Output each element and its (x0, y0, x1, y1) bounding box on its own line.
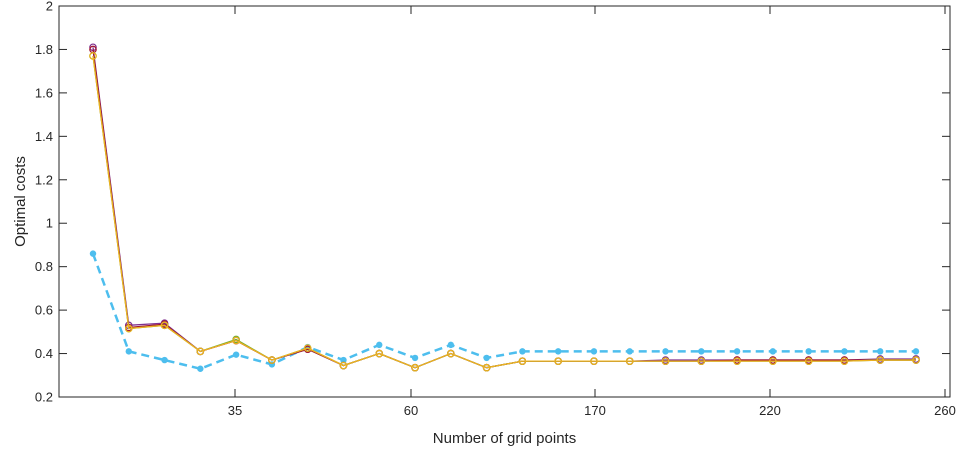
y-tick-label: 0.8 (35, 259, 53, 274)
data-point (232, 336, 240, 345)
data-point (303, 344, 312, 352)
data-point (876, 356, 885, 364)
x-tick-label: 260 (934, 403, 956, 418)
y-axis: 0.2 0.4 0.6 0.8 1 1.2 1.4 1.6 1.8 2 (35, 0, 950, 405)
x-tick-label: 35 (228, 403, 242, 418)
data-point (160, 321, 169, 330)
series-4 (89, 52, 920, 372)
data-point (339, 361, 348, 370)
data-point (625, 357, 634, 365)
x-axis-title: Number of grid points (433, 430, 576, 447)
y-tick-label: 1.2 (35, 172, 53, 187)
y-tick-label: 1.6 (35, 85, 53, 100)
x-tick-label: 220 (759, 403, 781, 418)
y-tick-label: 1.4 (35, 129, 53, 144)
data-point (626, 348, 633, 355)
data-point (411, 363, 419, 372)
y-axis-title: Optimal costs (12, 156, 29, 247)
x-tick-label: 170 (584, 403, 606, 418)
data-point (161, 356, 168, 364)
data-point (483, 354, 490, 362)
data-point (124, 324, 133, 333)
data-point (554, 357, 562, 365)
data-point (196, 347, 205, 356)
data-point (769, 357, 777, 365)
data-point (912, 356, 920, 364)
plot-background (59, 6, 950, 397)
series-line (91, 253, 916, 371)
data-point (519, 348, 526, 355)
x-tick-label: 60 (404, 403, 418, 418)
series-line (92, 55, 916, 369)
x-axis: 35 60 170 220 260 (228, 6, 956, 418)
data-point (697, 357, 706, 365)
data-point (89, 52, 97, 60)
data-point (554, 348, 562, 355)
data-point (447, 349, 455, 358)
data-point (698, 348, 705, 355)
data-point (661, 357, 670, 365)
data-point (125, 348, 132, 355)
data-point (912, 348, 920, 355)
data-point (769, 348, 777, 355)
series-layer (89, 43, 920, 372)
data-point (232, 351, 240, 358)
data-point (197, 365, 204, 372)
y-tick-label: 0.6 (35, 303, 53, 318)
data-point (841, 348, 848, 355)
data-point (805, 348, 812, 355)
data-point (877, 348, 884, 355)
data-point (733, 357, 741, 365)
plot-frame (58, 5, 951, 398)
data-point (411, 354, 419, 362)
data-point (375, 349, 384, 358)
data-point (447, 341, 455, 349)
data-point (590, 348, 598, 355)
data-point (482, 363, 491, 372)
data-point (590, 357, 598, 365)
data-point (840, 357, 849, 365)
y-tick-label: 2 (46, 0, 53, 14)
y-tick-label: 1.8 (35, 42, 53, 57)
data-point (733, 348, 741, 355)
data-point (662, 348, 669, 355)
y-tick-label: 0.4 (35, 346, 53, 361)
data-point (268, 356, 276, 364)
data-point (518, 357, 527, 365)
data-point (340, 356, 347, 364)
y-tick-label: 1 (46, 216, 53, 231)
data-point (804, 357, 813, 365)
y-tick-label: 0.2 (35, 390, 53, 405)
data-point (89, 250, 97, 257)
data-point (376, 341, 383, 349)
